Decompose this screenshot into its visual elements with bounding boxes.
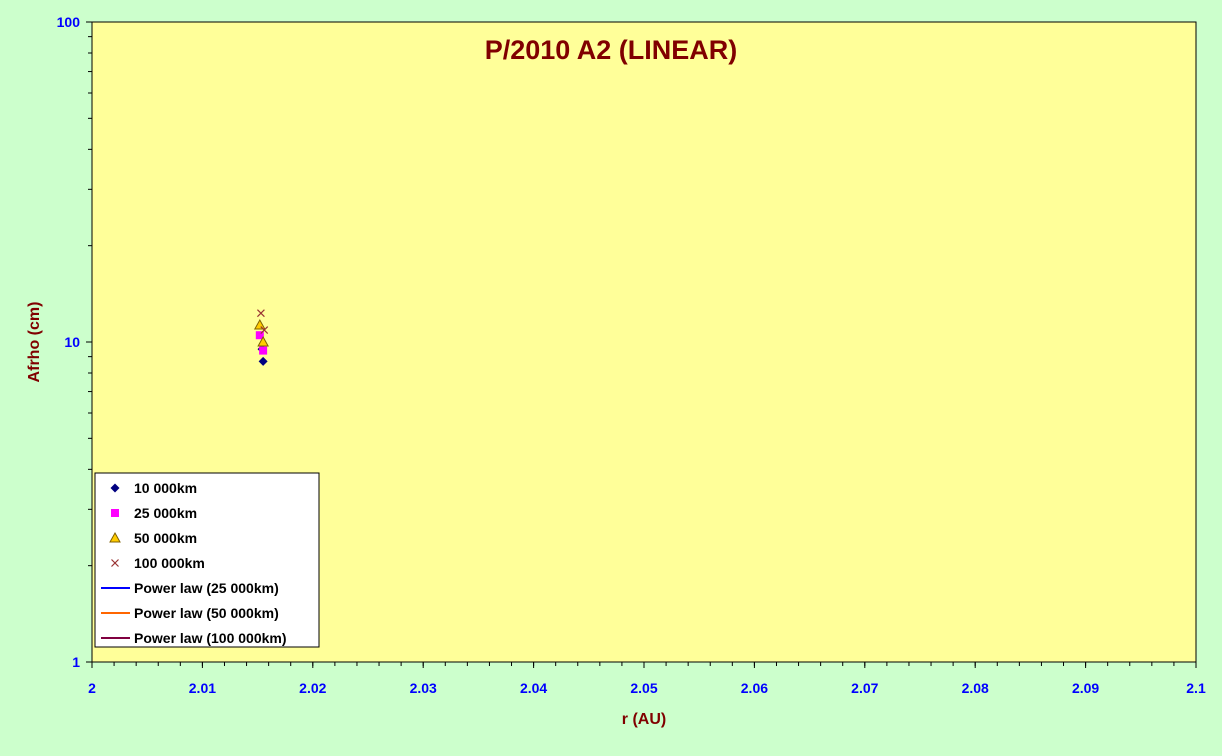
legend-label: 25 000km — [134, 505, 197, 521]
x-tick-label: 2.05 — [630, 680, 657, 696]
x-tick-label: 2.1 — [1186, 680, 1206, 696]
data-point — [253, 318, 266, 330]
legend-item: 25 000km — [111, 505, 197, 521]
y-axis-label: Afrho (cm) — [26, 302, 43, 383]
y-tick-label: 1 — [72, 654, 80, 670]
x-tick-label: 2.09 — [1072, 680, 1099, 696]
chart-title: P/2010 A2 (LINEAR) — [485, 35, 738, 65]
x-tick-label: 2.07 — [851, 680, 878, 696]
legend-item: 10 000km — [110, 480, 197, 496]
legend-item: Power law (100 000km) — [101, 630, 287, 646]
legend-label: Power law (25 000km) — [134, 580, 279, 596]
y-tick-label: 10 — [64, 334, 80, 350]
data-points — [253, 309, 269, 366]
legend-box — [94, 472, 320, 648]
legend-item: Power law (25 000km) — [101, 580, 279, 596]
legend-item: Power law (50 000km) — [101, 605, 279, 621]
legend-label: 10 000km — [134, 480, 197, 496]
axis-ticks: 2 2.01 2.02 2.03 2.04 2.05 2.06 2.07 2.08 2.09 2.1… — [57, 14, 1206, 696]
legend-label: Power law (50 000km) — [134, 605, 279, 621]
x-tick-label: 2.06 — [741, 680, 768, 696]
legend-marker-swatch — [110, 483, 120, 493]
y-tick-label: 100 — [57, 14, 81, 30]
x-tick-label: 2.03 — [410, 680, 437, 696]
legend-label: 100 000km — [134, 555, 205, 571]
data-point — [259, 346, 268, 355]
data-point — [260, 326, 269, 334]
data-point — [255, 331, 264, 340]
legend-marker-swatch — [111, 509, 119, 517]
x-tick-label: 2.02 — [299, 680, 326, 696]
x-tick-label: 2 — [88, 680, 96, 696]
legend: 10 000km 25 000km 50 000km 100 000km Power l… — [94, 472, 320, 648]
data-point — [257, 335, 269, 347]
x-axis-label: r (AU) — [622, 711, 666, 728]
legend-label: Power law (100 000km) — [134, 630, 287, 646]
x-tick-label: 2.01 — [189, 680, 216, 696]
legend-items: 10 000km 25 000km 50 000km 100 000km Power l… — [101, 480, 287, 646]
legend-label: 50 000km — [134, 530, 197, 546]
data-point — [256, 309, 265, 318]
data-point — [258, 356, 268, 366]
legend-marker-swatch — [111, 559, 119, 567]
legend-marker-swatch — [109, 531, 121, 543]
legend-item: 50 000km — [109, 530, 197, 546]
x-tick-label: 2.08 — [962, 680, 989, 696]
x-tick-label: 2.04 — [520, 680, 547, 696]
legend-item: 100 000km — [111, 555, 205, 571]
